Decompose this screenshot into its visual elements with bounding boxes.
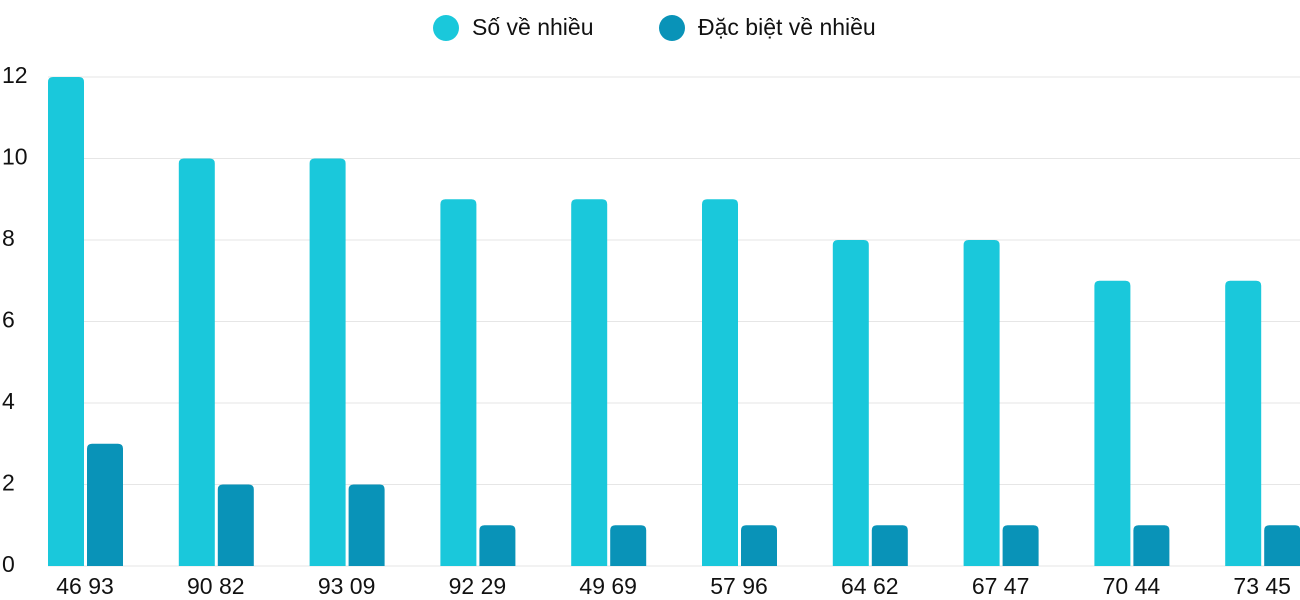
y-tick-label: 8 <box>2 225 15 251</box>
bar <box>1225 280 1262 566</box>
bar <box>348 484 385 566</box>
x-tick-label: 90 82 <box>187 573 245 599</box>
bar <box>178 158 215 566</box>
legend-label: Đặc biệt về nhiều <box>698 14 876 40</box>
bar <box>48 77 84 566</box>
bar <box>871 525 908 566</box>
bar <box>1094 280 1131 566</box>
legend-marker <box>433 15 459 41</box>
x-tick-label: 70 44 <box>1103 573 1161 599</box>
y-tick-label: 6 <box>2 307 15 333</box>
x-tick-label: 67 47 <box>972 573 1030 599</box>
bar <box>1002 525 1039 566</box>
legend-label: Số về nhiều <box>472 14 593 40</box>
y-tick-label: 12 <box>2 62 28 88</box>
y-tick-label: 0 <box>2 551 15 577</box>
x-tick-label: 73 45 <box>1233 573 1291 599</box>
bar <box>741 525 777 566</box>
bar <box>571 199 608 566</box>
bar <box>702 199 738 566</box>
bar <box>479 525 516 566</box>
y-tick-label: 10 <box>2 144 28 170</box>
x-tick-label: 49 69 <box>579 573 637 599</box>
bar <box>1133 525 1170 566</box>
y-tick-label: 2 <box>2 470 15 496</box>
bar <box>610 525 647 566</box>
bar <box>963 240 1000 566</box>
y-tick-label: 4 <box>2 388 15 414</box>
bar <box>1264 525 1300 566</box>
bar <box>217 484 254 566</box>
x-tick-label: 64 62 <box>841 573 899 599</box>
x-tick-label: 57 96 <box>710 573 768 599</box>
bar <box>832 240 869 566</box>
legend-marker <box>659 15 685 41</box>
bar <box>87 443 123 566</box>
bar <box>309 158 346 566</box>
x-tick-label: 92 29 <box>449 573 507 599</box>
x-tick-label: 46 93 <box>56 573 114 599</box>
x-tick-label: 93 09 <box>318 573 376 599</box>
bar <box>440 199 477 566</box>
